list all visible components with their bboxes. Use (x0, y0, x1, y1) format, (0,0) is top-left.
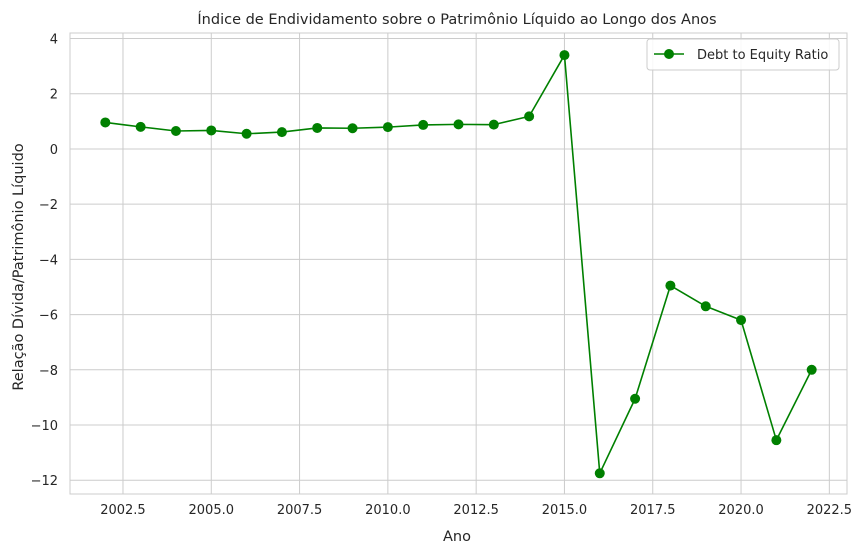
data-point (100, 117, 111, 128)
y-tick-label: 0 (50, 143, 58, 158)
data-point (665, 280, 676, 291)
series-layer (100, 50, 817, 479)
y-tick-label: −10 (31, 419, 58, 434)
legend: Debt to Equity Ratio (646, 38, 840, 71)
data-point (453, 119, 464, 130)
y-tick-label: −12 (31, 474, 58, 489)
legend-marker-swatch (664, 49, 674, 59)
x-tick-label: 2010.0 (365, 503, 411, 518)
y-tick-label: −2 (39, 198, 58, 213)
data-point (700, 301, 711, 312)
data-point (276, 127, 287, 138)
data-point (806, 364, 817, 375)
data-point (418, 119, 429, 130)
data-point (206, 125, 217, 136)
x-tick-label: 2017.5 (630, 503, 676, 518)
tick-labels: 2002.5 2005.0 2007.5 2010.0 2012.5 2015.0 2017… (31, 33, 853, 518)
x-tick-label: 2020.0 (718, 503, 764, 518)
x-tick-label: 2012.5 (453, 503, 499, 518)
data-point (347, 123, 358, 134)
data-point (594, 468, 605, 479)
data-point (559, 50, 570, 61)
x-tick-label: 2015.0 (542, 503, 588, 518)
x-axis-label: Ano (443, 529, 471, 545)
y-axis-label: Relação Dívida/Patrimônio Líquido (11, 143, 27, 390)
data-point (630, 393, 641, 404)
y-tick-label: −4 (39, 253, 58, 268)
y-tick-label: 4 (50, 33, 58, 48)
x-tick-label: 2022.5 (807, 503, 853, 518)
data-point (382, 122, 393, 133)
legend-box (646, 38, 840, 71)
grid (70, 33, 847, 494)
data-point (488, 119, 499, 130)
data-point (241, 128, 252, 139)
chart-title: Índice de Endividamento sobre o Patrimôn… (197, 11, 716, 28)
legend-label: Debt to Equity Ratio (697, 48, 828, 63)
data-point (736, 315, 747, 326)
x-tick-label: 2007.5 (277, 503, 323, 518)
data-point (771, 435, 782, 446)
data-point (170, 125, 181, 136)
y-tick-label: −6 (39, 309, 58, 324)
data-point (135, 121, 146, 132)
data-point (524, 111, 535, 122)
y-tick-label: −8 (39, 364, 58, 379)
x-tick-label: 2002.5 (100, 503, 146, 518)
x-tick-label: 2005.0 (189, 503, 235, 518)
data-point (312, 122, 323, 133)
plot-area-frame (69, 32, 848, 495)
y-tick-label: 2 (50, 88, 58, 103)
